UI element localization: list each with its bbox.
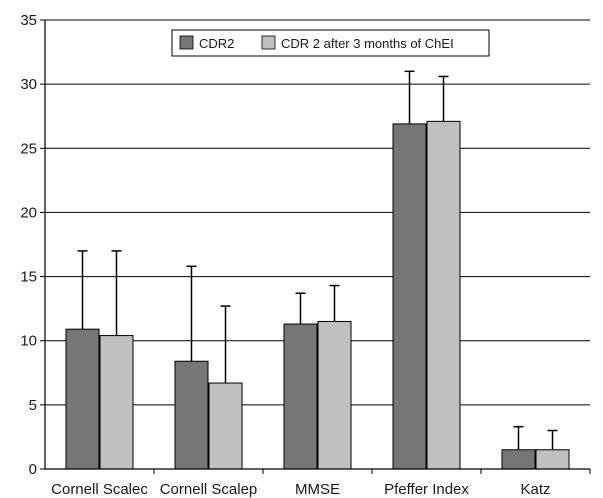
axes: 0 5 10 15 20 25 30 35 Cornell Scalec Cornell Scal…	[20, 12, 591, 498]
legend-swatch-cdr2-chei	[261, 35, 276, 50]
bar-cdr2-chei	[426, 120, 461, 470]
legend-swatch-cdr2	[179, 35, 194, 50]
bar-cdr2	[392, 123, 427, 470]
bar-cdr2	[65, 328, 100, 470]
bar-cdr2	[501, 449, 536, 470]
category-label: Cornell Scalec	[51, 481, 148, 498]
bars	[65, 70, 570, 470]
category-label: Katz	[520, 481, 550, 498]
y-tick-label: 35	[20, 12, 37, 29]
category-label: Cornell Scalep	[160, 481, 258, 498]
y-tick-label: 5	[29, 397, 37, 414]
bar-cdr2	[283, 323, 318, 470]
category-label: MMSE	[295, 481, 340, 498]
legend: CDR2 CDR 2 after 3 months of ChEI	[171, 29, 490, 57]
y-tick-label: 30	[20, 76, 37, 93]
legend-label-cdr2-chei: CDR 2 after 3 months of ChEI	[281, 36, 454, 51]
legend-box	[171, 29, 490, 57]
y-tick-label: 10	[20, 333, 37, 350]
y-tick-label: 15	[20, 269, 37, 286]
y-tick-label: 0	[29, 461, 37, 478]
bar-cdr2-chei	[317, 320, 352, 470]
bar-cdr2	[174, 360, 209, 470]
legend-label-cdr2: CDR2	[199, 36, 234, 51]
bar-cdr2-chei	[99, 335, 134, 470]
y-tick-label: 20	[20, 204, 37, 221]
y-tick-label: 25	[20, 140, 37, 157]
gridlines	[45, 19, 590, 406]
category-label: Pfeffer Index	[384, 481, 469, 498]
bar-cdr2-chei	[535, 449, 570, 470]
bar-cdr2-chei	[208, 382, 243, 470]
